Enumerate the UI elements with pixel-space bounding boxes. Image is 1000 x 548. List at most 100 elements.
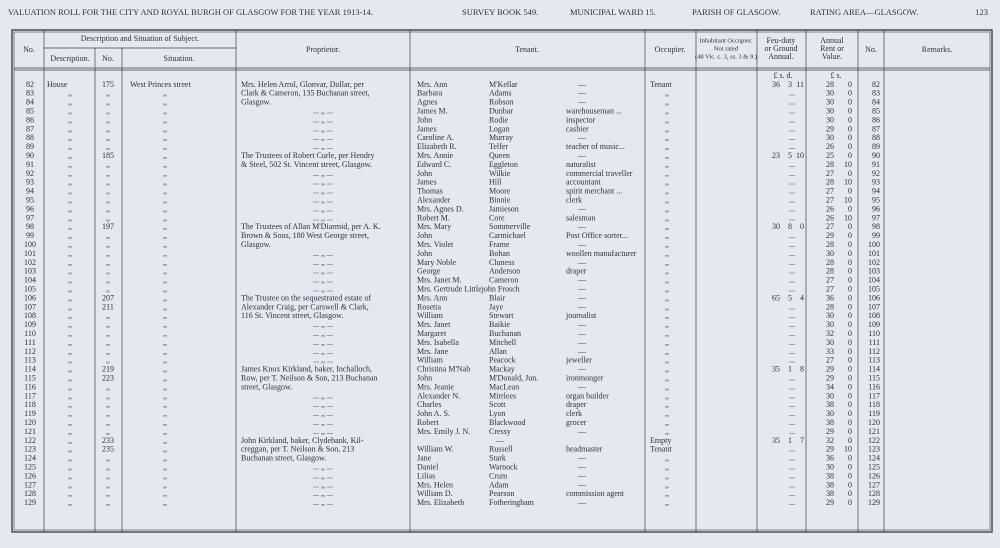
row-number: 89 xyxy=(872,142,880,151)
cell: ,, xyxy=(68,98,72,107)
rent-pounds: 30 xyxy=(826,249,834,258)
feu-value: 1 xyxy=(788,436,792,445)
row-number: 101 xyxy=(868,249,880,258)
cell: ,, xyxy=(665,365,669,374)
feu-value: 11 xyxy=(796,80,804,89)
cell: Jane xyxy=(417,454,432,463)
rent-shillings: 0 xyxy=(848,267,852,276)
cell: Alexander xyxy=(417,196,451,205)
cell: Elizabeth R. xyxy=(417,142,457,151)
cell: ,, xyxy=(106,329,110,338)
row-number: 126 xyxy=(24,471,36,480)
cell: journalist xyxy=(565,311,597,320)
row-number: 89 xyxy=(26,142,34,151)
row-number: 84 xyxy=(26,98,34,107)
cell: — xyxy=(577,463,587,472)
cell: ... ,, ... xyxy=(313,169,333,178)
row-number: 117 xyxy=(24,391,36,400)
row-number: 129 xyxy=(24,498,36,507)
cell: ... ,, ... xyxy=(313,187,333,196)
row-number: 112 xyxy=(868,347,880,356)
rent-pounds: 29 xyxy=(826,374,834,383)
rent-pounds: 27 xyxy=(826,356,834,365)
row-number: 102 xyxy=(868,258,880,267)
row-number: 92 xyxy=(26,169,34,178)
row-number: 94 xyxy=(26,187,34,196)
cell: Mrs. Janet M. xyxy=(417,276,461,285)
cell: ,, xyxy=(163,391,167,400)
cell: organ builder xyxy=(566,391,609,400)
cell: 175 xyxy=(102,80,114,89)
feu-value: ... xyxy=(789,98,795,107)
cell: ,, xyxy=(106,463,110,472)
cell: Stark xyxy=(489,454,506,463)
cell: — xyxy=(577,151,587,160)
col-header: Feu-duty xyxy=(767,36,796,45)
feu-value: ... xyxy=(789,471,795,480)
feu-value: ... xyxy=(789,489,795,498)
row-number: 110 xyxy=(24,329,36,338)
row-number: 120 xyxy=(24,418,36,427)
col-header: (48 Vic. c. 3, ss. 3 & 9.) xyxy=(695,53,757,60)
cell: Adam xyxy=(489,480,509,489)
row-number: 83 xyxy=(26,89,34,98)
cell: ,, xyxy=(163,222,167,231)
rent-shillings: 0 xyxy=(848,498,852,507)
rent-shillings: 0 xyxy=(848,80,852,89)
cell: ,, xyxy=(68,231,72,240)
cell: ,, xyxy=(68,267,72,276)
row-number: 124 xyxy=(868,454,880,463)
cell: ,, xyxy=(106,400,110,409)
cell: ,, xyxy=(68,489,72,498)
rent-shillings: 0 xyxy=(848,169,852,178)
rent-pounds: 30 xyxy=(826,115,834,124)
cell: — xyxy=(577,320,587,329)
rent-shillings: 0 xyxy=(848,454,852,463)
cell: teacher of music... xyxy=(566,142,625,151)
feu-value: ... xyxy=(789,329,795,338)
cell: ... ,, ... xyxy=(313,142,333,151)
cell: ,, xyxy=(68,436,72,445)
cell: Dunbar xyxy=(489,107,513,116)
cell: Russell xyxy=(489,445,513,454)
cell: Scott xyxy=(489,400,506,409)
cell: ,, xyxy=(68,418,72,427)
cell: ,, xyxy=(68,454,72,463)
cell: ... ,, ... xyxy=(313,107,333,116)
cell: John xyxy=(417,231,432,240)
cell: Robson xyxy=(489,98,513,107)
row-number: 103 xyxy=(24,267,36,276)
rent-pounds: 38 xyxy=(826,418,834,427)
cell: Sommerville xyxy=(489,222,531,231)
cell: ,, xyxy=(163,240,167,249)
feu-value: 4 xyxy=(800,293,804,302)
feu-value: ... xyxy=(789,187,795,196)
cell: ,, xyxy=(163,454,167,463)
cell: ,, xyxy=(665,89,669,98)
cell: Tenant xyxy=(650,80,672,89)
cell: Barbara xyxy=(417,89,443,98)
cell: ,, xyxy=(68,311,72,320)
cell: ... ,, ... xyxy=(313,471,333,480)
feu-value: ... xyxy=(789,463,795,472)
cell: 197 xyxy=(102,222,114,231)
cell: ,, xyxy=(163,178,167,187)
rent-shillings: 0 xyxy=(848,338,852,347)
col-header: No. xyxy=(865,45,877,54)
cell: ,, xyxy=(665,213,669,222)
cell: ,, xyxy=(163,365,167,374)
cell: ... ,, ... xyxy=(313,133,333,142)
row-number: 121 xyxy=(24,427,36,436)
feu-value: 5 xyxy=(788,293,792,302)
rent-shillings: 0 xyxy=(848,489,852,498)
cell: ,, xyxy=(68,107,72,116)
rent-pounds: 27 xyxy=(826,187,834,196)
feu-value: ... xyxy=(789,409,795,418)
cell: draper xyxy=(566,267,587,276)
cell: ,, xyxy=(665,204,669,213)
cell: Buchanan xyxy=(489,329,521,338)
cell: Telfer xyxy=(489,142,508,151)
feu-value: 8 xyxy=(788,222,792,231)
cell: — xyxy=(577,89,587,98)
